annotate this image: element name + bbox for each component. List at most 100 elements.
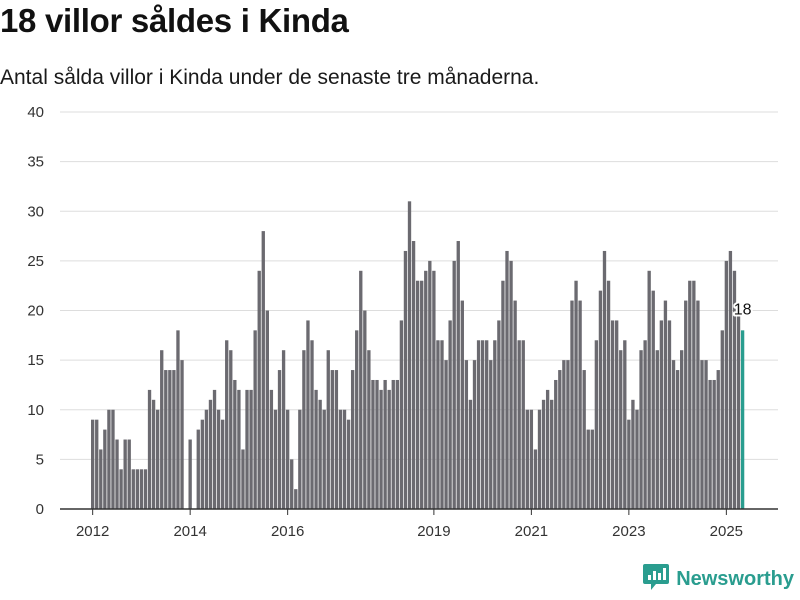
bar [460, 300, 464, 509]
bar [395, 379, 399, 509]
bar [407, 201, 412, 509]
bar [464, 360, 469, 510]
bar [294, 489, 298, 509]
bar [310, 340, 314, 509]
bar [590, 429, 594, 509]
bar [151, 399, 156, 509]
bar [273, 409, 278, 509]
bar [667, 320, 672, 509]
y-tick-label: 20 [27, 303, 44, 320]
bar [383, 379, 387, 509]
bar [160, 350, 164, 509]
bar [517, 340, 521, 509]
bar [237, 389, 241, 509]
bar [188, 439, 192, 509]
bar [245, 389, 249, 509]
bar [493, 340, 497, 509]
y-tick-label: 10 [27, 402, 44, 419]
bar [220, 419, 225, 509]
bar [403, 250, 408, 509]
bar [651, 290, 655, 509]
bar [635, 409, 639, 509]
bar [330, 370, 334, 509]
bar [700, 360, 704, 510]
bar [623, 340, 627, 509]
bar [379, 389, 383, 509]
bar [440, 340, 444, 509]
bar [123, 439, 127, 509]
bar [525, 409, 529, 509]
bar [180, 360, 184, 510]
bar [143, 469, 148, 509]
bar [135, 469, 140, 509]
bar [521, 340, 525, 509]
bar [261, 231, 265, 509]
bar [505, 250, 509, 509]
bar [367, 350, 371, 509]
brand-logo[interactable]: Newsworthy [642, 563, 794, 594]
bar [639, 350, 643, 509]
bar [716, 370, 720, 509]
bar [290, 459, 294, 510]
bar [216, 409, 221, 509]
bar [424, 270, 428, 509]
bar [257, 270, 261, 509]
bar [338, 409, 343, 509]
bar [732, 270, 737, 509]
x-tick-label: 2023 [612, 523, 645, 540]
bar [265, 310, 269, 509]
y-tick-label: 15 [27, 352, 44, 369]
bar [533, 449, 538, 509]
bar [127, 439, 131, 509]
bar [619, 350, 623, 509]
bar [342, 409, 347, 509]
bar [545, 389, 550, 509]
bar [736, 310, 741, 509]
bar [281, 350, 286, 509]
bar [131, 469, 135, 509]
bar [655, 350, 659, 509]
bar [269, 389, 274, 509]
bar [91, 419, 95, 509]
bar [168, 370, 172, 509]
bar [537, 409, 542, 509]
bar [436, 340, 440, 509]
bar [452, 260, 456, 510]
bar [306, 320, 310, 509]
bar [598, 290, 603, 509]
bar [570, 300, 574, 509]
bar [663, 300, 668, 509]
bar [107, 409, 111, 509]
bar [720, 330, 724, 509]
bar [249, 389, 253, 509]
bar [359, 270, 363, 509]
bar [204, 409, 209, 509]
x-tick-label: 2019 [417, 523, 450, 540]
y-tick-label: 5 [36, 451, 44, 468]
bar [671, 360, 676, 510]
bar [350, 370, 355, 509]
bar [241, 449, 245, 509]
x-axis-ticks: 2012 2014 2016 2019 2021 2023 2025 [76, 509, 743, 540]
y-tick-label: 40 [27, 104, 44, 121]
bar [647, 270, 651, 509]
page-subtitle: Antal sålda villor i Kinda under de sena… [0, 66, 540, 89]
bar [139, 469, 144, 509]
bar [529, 409, 534, 509]
data-labels: 18 [732, 299, 754, 320]
bar [489, 360, 493, 510]
bar [704, 360, 708, 510]
bar [448, 320, 452, 509]
bar [578, 300, 582, 509]
bar [277, 370, 282, 509]
bar [627, 419, 631, 509]
x-tick-label: 2014 [173, 523, 206, 540]
bar [594, 340, 599, 509]
bar [302, 350, 306, 509]
bar [472, 360, 477, 510]
bar [233, 379, 237, 509]
bar [346, 419, 351, 509]
bar [229, 350, 233, 509]
bar [420, 280, 424, 509]
